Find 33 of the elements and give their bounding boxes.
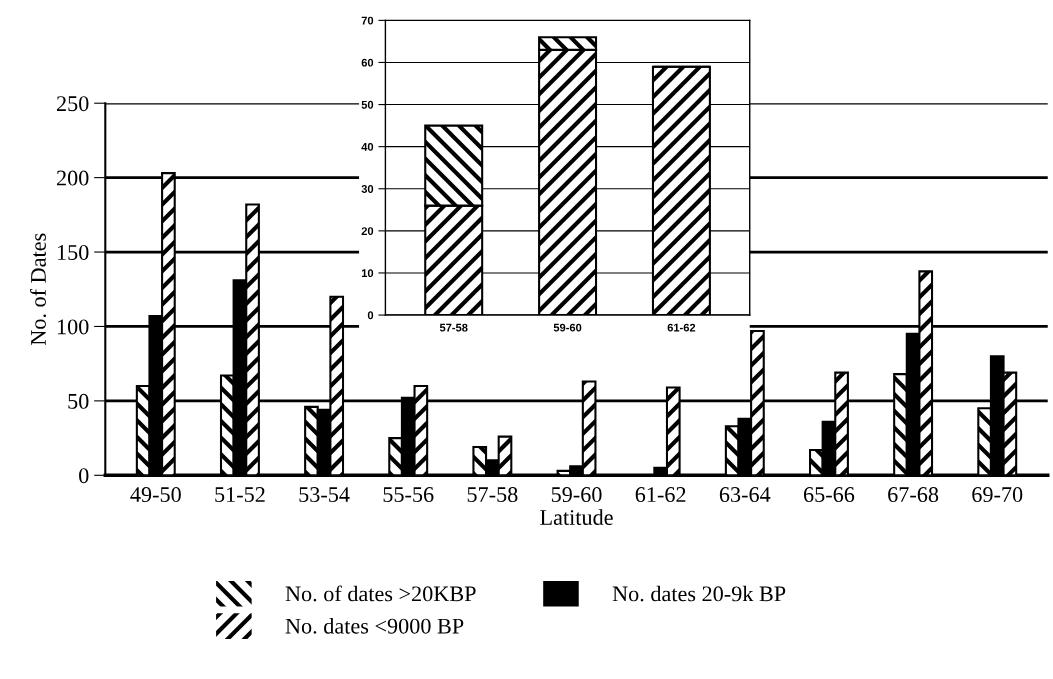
x-tick-label: 59-60 (553, 323, 582, 332)
y-tick-label: 50 (68, 393, 89, 409)
x-tick-label: 57-58 (467, 487, 518, 503)
x-tick-label: 55-56 (383, 487, 434, 503)
y-tick-label: 70 (361, 16, 374, 25)
x-axis-title: Latitude (540, 509, 613, 525)
y-tick-label: 100 (57, 319, 89, 335)
x-tick-label: 59-60 (551, 487, 602, 503)
y-tick-label: 0 (79, 468, 89, 484)
y-axis-title: No. of Dates (30, 233, 47, 346)
legend-label: No. of dates >20KBP (285, 585, 476, 602)
x-tick-label: 63-64 (719, 487, 771, 503)
x-tick-label: 49-50 (130, 487, 181, 503)
y-tick-label: 0 (367, 311, 374, 320)
y-tick-label: 60 (361, 58, 374, 67)
y-tick-label: 250 (56, 96, 89, 112)
y-tick-label: 20 (361, 227, 374, 235)
x-tick-label: 53-54 (299, 487, 350, 503)
x-tick-label: 67-68 (888, 487, 939, 503)
x-tick-label: 61-62 (667, 323, 696, 332)
y-tick-label: 50 (361, 100, 374, 109)
y-tick-label: 150 (57, 244, 89, 260)
y-tick-label: 200 (56, 170, 89, 186)
x-tick-label: 57-58 (439, 323, 468, 332)
legend-label: No. dates 20-9k BP (612, 585, 786, 602)
x-tick-label: 51-52 (215, 487, 265, 503)
y-tick-label: 40 (361, 142, 374, 151)
x-tick-label: 65-66 (803, 487, 855, 503)
x-tick-label: 61-62 (635, 487, 686, 503)
x-tick-label: 69-70 (972, 487, 1023, 503)
y-tick-label: 10 (361, 269, 374, 278)
legend-label: No. dates <9000 BP (285, 618, 464, 634)
y-tick-label: 30 (361, 185, 374, 193)
